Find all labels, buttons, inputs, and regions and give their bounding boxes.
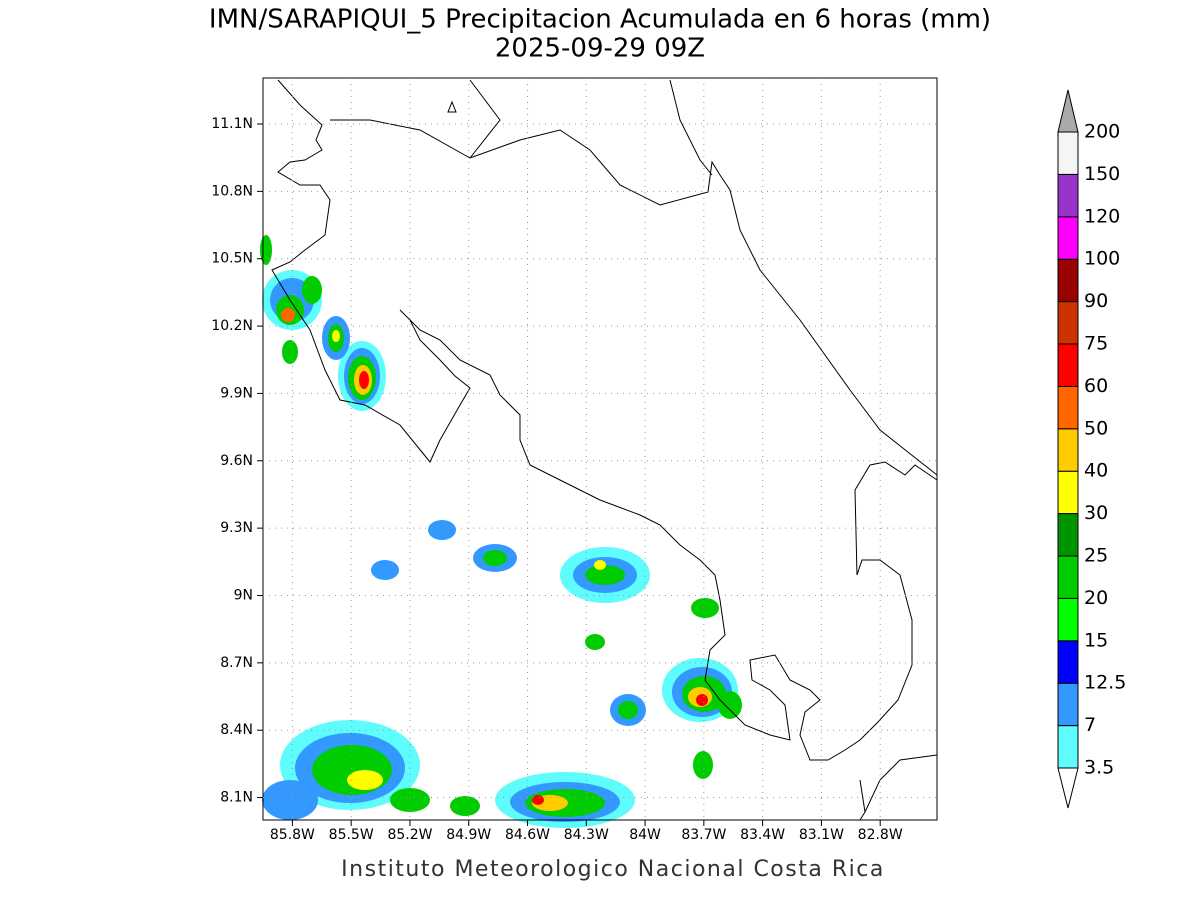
rain-cell [262, 720, 430, 820]
colorbar-segment [1057, 513, 1079, 557]
y-tick-label: 8.1N [220, 790, 253, 806]
y-tick-label: 10.2N [211, 318, 253, 334]
coastlines [271, 79, 938, 821]
colorbar-over [1057, 89, 1079, 133]
colorbar-label: 120 [1084, 205, 1120, 227]
y-tick-label: 10.5N [211, 251, 253, 267]
x-tick-label: 83.7W [681, 827, 726, 843]
colorbar-label: 25 [1084, 545, 1108, 567]
x-tick-label: 83.1W [799, 827, 844, 843]
subtitle: 2025-09-29 09Z [495, 34, 705, 64]
colorbar-label: 3.5 [1084, 757, 1114, 779]
colorbar-label: 150 [1084, 163, 1120, 185]
rain-cell [338, 341, 386, 411]
colorbar-segment [1057, 555, 1079, 599]
x-tick-label: 83.4W [740, 827, 785, 843]
colorbar-label: 60 [1084, 375, 1108, 397]
x-tick-label: 84W [629, 827, 661, 843]
axes: 85.8W 85.5W 85.2W 84.9W 84.6W 84.3W 84W 83.7W 83… [211, 78, 937, 843]
x-tick-label: 82.8W [858, 827, 903, 843]
colorbar-segment [1057, 343, 1079, 387]
y-tick-label: 8.7N [220, 655, 253, 671]
colorbar-segment [1057, 301, 1079, 345]
x-tick-label: 85.2W [387, 827, 432, 843]
y-tick-label: 9N [234, 587, 253, 603]
x-tick-label: 84.6W [505, 827, 550, 843]
rain-cell [610, 658, 742, 779]
colorbar-label: 100 [1084, 248, 1120, 270]
colorbar: 3.5 7 12.5 15 20 25 30 40 50 60 75 90 100 120 150 200 [1057, 89, 1126, 809]
colorbar-label: 20 [1084, 587, 1108, 609]
x-tick-label: 84.9W [446, 827, 491, 843]
y-tick-label: 9.9N [220, 385, 253, 401]
footer: Instituto Meteorologico Nacional Costa R… [341, 857, 885, 882]
colorbar-segment [1057, 470, 1079, 515]
y-tick-label: 9.3N [220, 520, 253, 536]
x-tick-label: 85.5W [329, 827, 374, 843]
x-tick-label: 85.8W [270, 827, 315, 843]
colorbar-segment [1057, 385, 1079, 430]
x-tick-label: 84.3W [564, 827, 609, 843]
colorbar-label: 30 [1084, 502, 1108, 524]
colorbar-segment [1057, 640, 1079, 684]
colorbar-under [1057, 767, 1079, 809]
rain-cell [450, 772, 635, 828]
colorbar-segment [1057, 131, 1079, 175]
colorbar-segment [1057, 258, 1079, 303]
colorbar-segment [1057, 216, 1079, 260]
colorbar-segment [1057, 597, 1079, 642]
colorbar-segment [1057, 725, 1079, 769]
precipitation-field [260, 235, 742, 828]
colorbar-label: 40 [1084, 460, 1108, 482]
colorbar-label: 75 [1084, 333, 1108, 355]
y-tick-label: 8.4N [220, 722, 253, 738]
y-tick-label: 9.6N [220, 453, 253, 469]
colorbar-label: 7 [1084, 714, 1096, 736]
colorbar-segment [1057, 682, 1079, 727]
rain-cell [371, 520, 719, 650]
colorbar-label: 12.5 [1084, 672, 1126, 694]
colorbar-label: 50 [1084, 417, 1108, 439]
rain-cell [260, 235, 350, 364]
map-frame [262, 77, 938, 821]
y-tick-label: 11.1N [211, 116, 253, 132]
colorbar-label: 200 [1084, 121, 1120, 143]
colorbar-segment [1057, 428, 1079, 472]
colorbar-label: 15 [1084, 629, 1108, 651]
title: IMN/SARAPIQUI_5 Precipitacion Acumulada … [209, 5, 991, 35]
colorbar-segment [1057, 173, 1079, 218]
y-tick-label: 10.8N [211, 183, 253, 199]
colorbar-label: 90 [1084, 290, 1108, 312]
